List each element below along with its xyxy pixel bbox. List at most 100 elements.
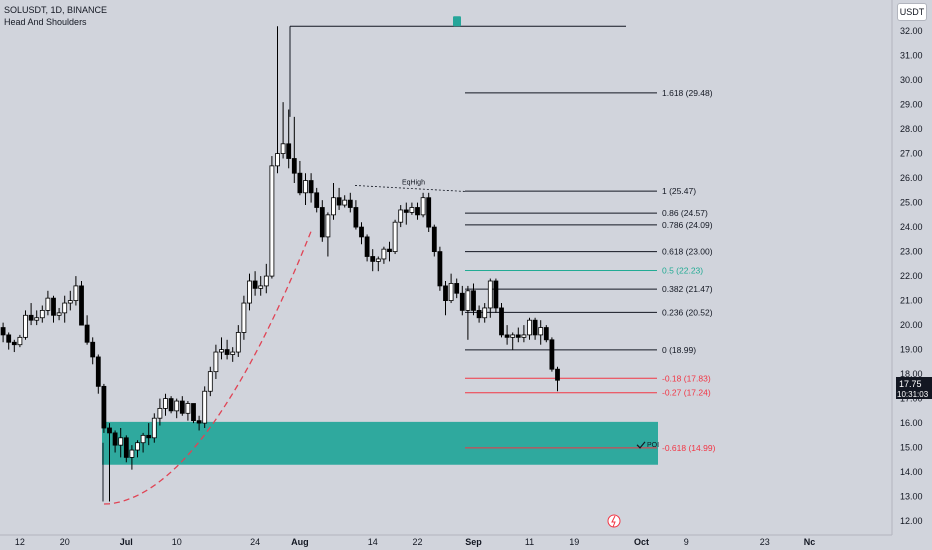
bear-candle — [101, 385, 107, 429]
fib-level-label: 0.382 (21.47) — [662, 284, 713, 294]
time-tick-label: 24 — [250, 537, 260, 547]
time-tick-label: 11 — [525, 537, 534, 547]
bull-candle — [17, 336, 23, 346]
check-icon — [636, 441, 646, 449]
bear-candle — [415, 207, 420, 216]
bear-candle — [51, 297, 56, 316]
bull-candle — [280, 143, 286, 155]
bull-candle — [118, 437, 124, 446]
price-tick-label: 26.00 — [900, 173, 923, 183]
bear-candle — [437, 251, 443, 287]
current-price-value: 17.75 — [899, 379, 922, 389]
symbol-title: SOLUSDT, 1D, BINANCE — [4, 5, 108, 15]
bull-candle — [482, 307, 488, 319]
bull-candle — [185, 403, 191, 414]
bear-candle — [353, 207, 359, 228]
bull-candle — [275, 153, 280, 167]
bull-candle — [247, 280, 252, 304]
bull-candle — [140, 434, 146, 444]
bear-candle — [555, 368, 560, 381]
bear-candle — [543, 327, 549, 341]
bull-candle — [135, 442, 140, 451]
price-tick-label: 15.00 — [900, 443, 923, 453]
bear-candle — [286, 143, 292, 159]
time-tick-label: 12 — [15, 537, 25, 547]
time-tick-label: 9 — [684, 537, 689, 547]
price-tick-label: 28.00 — [900, 124, 923, 134]
bull-candle — [538, 327, 544, 336]
bull-candle — [303, 180, 308, 194]
fib-level-label: 0.5 (22.23) — [662, 265, 703, 275]
bear-candle — [123, 437, 129, 458]
price-tick-label: 31.00 — [900, 51, 923, 61]
price-tick-label: 25.00 — [900, 198, 923, 208]
poi-zone-layer — [102, 421, 658, 465]
bear-candle — [499, 307, 504, 336]
bear-candle — [370, 256, 376, 262]
bull-candle — [219, 349, 224, 353]
time-tick-label: 22 — [412, 537, 422, 547]
bull-candle — [263, 275, 269, 287]
bull-candle — [269, 165, 275, 277]
price-axis[interactable]: 12.0013.0014.0015.0016.0017.0018.0019.00… — [900, 26, 923, 526]
fib-level-label: -0.618 (14.99) — [662, 443, 716, 453]
bull-candle — [398, 209, 404, 223]
bull-candle — [157, 407, 163, 419]
bear-candle — [364, 236, 370, 257]
price-tick-label: 24.00 — [900, 222, 923, 232]
bull-candle — [67, 300, 73, 304]
bear-candle — [95, 356, 101, 387]
lightning-glyph — [611, 515, 616, 528]
bear-candle — [319, 207, 325, 238]
bull-candle — [241, 302, 247, 333]
bear-candle — [11, 341, 17, 346]
bear-candle — [291, 158, 297, 174]
fib-level-label: 0.618 (23.00) — [662, 247, 713, 257]
bull-candle — [235, 332, 241, 353]
bull-candle — [230, 351, 236, 355]
price-tick-label: 21.00 — [900, 296, 923, 306]
bull-candle — [34, 317, 40, 321]
time-tick-label: Oct — [634, 537, 649, 547]
bull-candle — [527, 319, 532, 336]
bull-candle — [258, 285, 264, 289]
time-tick-label: Jul — [120, 537, 133, 547]
currency-button[interactable]: USDT — [897, 3, 927, 21]
parabolic-curve-layer — [103, 228, 313, 505]
bear-candle — [196, 420, 202, 424]
price-tick-label: 18.00 — [900, 369, 923, 379]
price-tick-label: 27.00 — [900, 149, 923, 159]
time-tick-label: 19 — [569, 537, 579, 547]
bull-candle — [342, 199, 348, 206]
bear-candle — [403, 209, 409, 213]
time-tick-label: 10 — [172, 537, 182, 547]
price-tick-label: 29.00 — [900, 100, 923, 110]
price-tick-label: 14.00 — [900, 467, 923, 477]
bear-candle — [112, 432, 118, 446]
bull-candle — [510, 334, 516, 338]
time-axis[interactable]: 23Jun1220Jul1024Aug1422Sep1119Oct923Nc — [0, 537, 815, 547]
bull-candle — [375, 258, 381, 262]
bear-candle — [252, 280, 258, 289]
time-tick-label: 23 — [760, 537, 770, 547]
fib-level-label: 0.236 (20.52) — [662, 307, 713, 317]
bear-candle — [426, 197, 432, 228]
bear-candle — [387, 248, 392, 252]
bull-candle — [23, 314, 28, 338]
annotations-layer[interactable]: EqHigh POI — [102, 16, 659, 528]
bear-candle — [6, 334, 12, 343]
time-tick-label: 20 — [60, 537, 70, 547]
price-tick-label: 19.00 — [900, 345, 923, 355]
check-flag-icon — [453, 16, 461, 27]
indicator-name[interactable]: Head And Shoulders — [4, 17, 87, 27]
eq-high-label: EqHigh — [402, 179, 425, 186]
bear-candle — [90, 341, 96, 358]
bear-candle — [532, 319, 538, 336]
bull-candle — [381, 248, 387, 260]
bull-candle — [392, 221, 398, 252]
time-tick-label: Aug — [291, 537, 309, 547]
bull-candle — [174, 400, 180, 412]
poi-label: POI — [647, 442, 659, 449]
